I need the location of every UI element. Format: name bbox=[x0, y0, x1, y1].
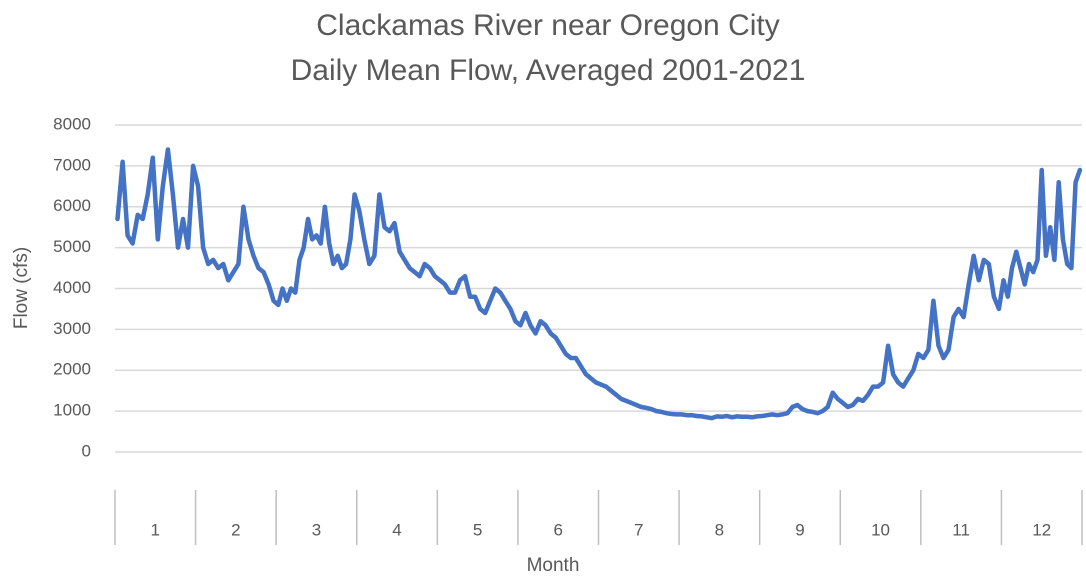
x-tick-label: 5 bbox=[473, 520, 482, 539]
x-tick-label: 8 bbox=[715, 520, 724, 539]
x-tick-label: 6 bbox=[553, 520, 562, 539]
y-tick-label: 7000 bbox=[53, 155, 91, 174]
x-tick-label: 10 bbox=[871, 520, 890, 539]
y-axis-title: Flow (cfs) bbox=[11, 247, 32, 329]
x-tick-label: 1 bbox=[151, 520, 160, 539]
y-tick-label: 1000 bbox=[53, 401, 91, 420]
x-tick-label: 12 bbox=[1032, 520, 1051, 539]
y-tick-label: 0 bbox=[82, 441, 91, 460]
chart-title: Clackamas River near Oregon City bbox=[316, 9, 780, 42]
x-tick-label: 4 bbox=[392, 520, 401, 539]
x-tick-label: 2 bbox=[231, 520, 240, 539]
y-tick-label: 4000 bbox=[53, 278, 91, 297]
y-tick-label: 2000 bbox=[53, 360, 91, 379]
y-tick-label: 6000 bbox=[53, 196, 91, 215]
x-tick-label: 7 bbox=[634, 520, 643, 539]
x-axis-title: Month bbox=[527, 555, 580, 576]
x-tick-label: 9 bbox=[795, 520, 804, 539]
y-tick-label: 8000 bbox=[53, 114, 91, 133]
y-tick-label: 5000 bbox=[53, 237, 91, 256]
chart-subtitle: Daily Mean Flow, Averaged 2001-2021 bbox=[291, 54, 806, 87]
x-tick-label: 11 bbox=[952, 520, 970, 539]
y-tick-label: 3000 bbox=[53, 319, 91, 338]
flow-line bbox=[115, 147, 1083, 421]
x-tick-label: 3 bbox=[312, 520, 321, 539]
